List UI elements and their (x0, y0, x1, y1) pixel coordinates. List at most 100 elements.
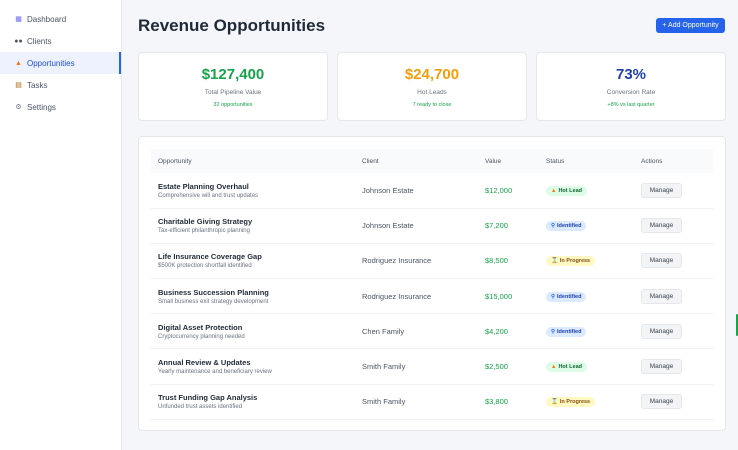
status-cell: ⌛ In Progress (539, 243, 634, 278)
clipboard-icon: ▤ (15, 81, 22, 89)
stat-sub: 7 ready to close (412, 102, 452, 108)
opportunity-cell: Life Insurance Coverage Gap $500K protec… (151, 243, 355, 278)
sidebar: ▦ Dashboard ●● Clients ▲ Opportunities ▤… (0, 0, 122, 450)
value-cell: $2,500 (485, 362, 508, 372)
status-cell: ⚲ Identified (539, 208, 634, 243)
opportunity-cell: Estate Planning Overhaul Comprehensive w… (151, 173, 355, 208)
gear-icon: ⚙ (15, 103, 22, 111)
column-header-client[interactable]: Client (362, 157, 379, 165)
manage-button[interactable]: Manage (641, 288, 682, 304)
opportunity-description: Tax-efficient philanthropic planning (158, 228, 250, 235)
column-header-opportunity[interactable]: Opportunity (158, 157, 192, 165)
column-header-actions: Actions (641, 157, 663, 165)
status-label: Hot Lead (558, 187, 582, 194)
sidebar-item-clients[interactable]: ●● Clients (0, 30, 121, 52)
sidebar-item-label: Tasks (27, 80, 48, 90)
fire-icon: ▲ (15, 59, 22, 67)
opportunity-cell: Annual Review & Updates Yearly maintenan… (151, 349, 355, 384)
opportunity-title: Charitable Giving Strategy (158, 217, 253, 227)
sidebar-item-label: Settings (27, 102, 56, 112)
stat-label: Conversion Rate (606, 89, 656, 96)
value-cell: $15,000 (485, 291, 513, 301)
actions-cell: Manage (634, 314, 713, 349)
opportunity-cell: Charitable Giving Strategy Tax-efficient… (151, 208, 355, 243)
hourglass-icon: ⌛ (551, 258, 558, 265)
opportunity-description: Unfunded trust assets identified (158, 404, 243, 411)
client-cell: Rodriguez Insurance (362, 256, 432, 266)
sidebar-item-opportunities[interactable]: ▲ Opportunities (0, 52, 121, 74)
status-cell: ▲ Hot Lead (539, 349, 634, 384)
magnifier-icon: ⚲ (551, 293, 556, 300)
table-header-row: Opportunity Client Value Status Actions (151, 149, 713, 173)
manage-button[interactable]: Manage (641, 218, 682, 234)
client-cell: Johnson Estate (362, 185, 414, 195)
status-badge: ▲ Hot Lead (546, 185, 587, 196)
sidebar-item-dashboard[interactable]: ▦ Dashboard (0, 8, 121, 30)
actions-cell: Manage (634, 349, 713, 384)
manage-button[interactable]: Manage (641, 253, 682, 269)
stat-value: 73% (615, 66, 647, 83)
stat-value: $24,700 (404, 66, 460, 83)
table-row: Estate Planning Overhaul Comprehensive w… (151, 173, 713, 209)
status-label: In Progress (559, 399, 591, 406)
manage-button[interactable]: Manage (641, 323, 682, 339)
value-cell: $3,800 (485, 397, 508, 407)
table-row: Life Insurance Coverage Gap $500K protec… (151, 243, 713, 279)
status-badge: ⌛ In Progress (546, 397, 596, 408)
actions-cell: Manage (634, 384, 713, 419)
client-cell: Smith Family (362, 362, 406, 372)
status-label: Identified (557, 223, 582, 230)
fire-icon: ▲ (551, 364, 557, 371)
add-opportunity-button[interactable]: + Add Opportunity (656, 18, 725, 33)
hourglass-icon: ⌛ (551, 399, 558, 406)
sidebar-item-label: Opportunities (27, 58, 75, 68)
manage-button[interactable]: Manage (641, 394, 682, 410)
table-row: Trust Funding Gap Analysis Unfunded trus… (151, 384, 713, 420)
actions-cell: Manage (634, 243, 713, 278)
main-content: Revenue Opportunities + Add Opportunity … (122, 0, 738, 450)
status-label: In Progress (559, 258, 591, 265)
stat-label: Total Pipeline Value (204, 89, 262, 96)
stat-label: Hot Leads (417, 89, 447, 96)
stat-card-pipeline: $127,400 Total Pipeline Value 32 opportu… (138, 52, 328, 121)
page-title: Revenue Opportunities (138, 16, 326, 35)
value-cell: $4,200 (485, 326, 508, 336)
opportunity-title: Annual Review & Updates (158, 358, 251, 368)
fire-icon: ▲ (551, 187, 557, 194)
manage-button[interactable]: Manage (641, 359, 682, 375)
status-cell: ⚲ Identified (539, 279, 634, 314)
client-cell: Smith Family (362, 397, 406, 407)
people-icon: ●● (14, 37, 23, 45)
stat-card-hot-leads: $24,700 Hot Leads 7 ready to close (337, 52, 527, 121)
sidebar-item-settings[interactable]: ⚙ Settings (0, 96, 121, 118)
opportunities-table-card: Opportunity Client Value Status Actions … (138, 136, 726, 431)
table-row: Digital Asset Protection Cryptocurrency … (151, 314, 713, 349)
column-header-value[interactable]: Value (485, 157, 502, 165)
client-cell: Chen Family (362, 326, 405, 336)
column-header-status[interactable]: Status (546, 157, 565, 165)
sidebar-item-label: Clients (27, 36, 52, 46)
table-row: Annual Review & Updates Yearly maintenan… (151, 349, 713, 385)
opportunities-table: Opportunity Client Value Status Actions … (151, 149, 713, 420)
chart-icon: ▦ (15, 15, 22, 23)
value-cell: $8,500 (485, 256, 508, 266)
status-badge: ⚲ Identified (546, 326, 587, 337)
opportunity-title: Digital Asset Protection (158, 322, 243, 332)
opportunity-description: Yearly maintenance and beneficiary revie… (158, 369, 272, 376)
opportunity-cell: Business Succession Planning Small busin… (151, 279, 355, 314)
actions-cell: Manage (634, 208, 713, 243)
manage-button[interactable]: Manage (641, 182, 682, 198)
opportunity-title: Estate Planning Overhaul (158, 181, 249, 191)
opportunity-description: Small business exit strategy development (158, 298, 269, 305)
status-label: Hot Lead (558, 364, 582, 371)
status-cell: ⚲ Identified (539, 314, 634, 349)
sidebar-item-tasks[interactable]: ▤ Tasks (0, 74, 121, 96)
scroll-edge-indicator (736, 314, 738, 336)
opportunity-description: $500K protection shortfall identified (158, 263, 252, 270)
opportunity-description: Cryptocurrency planning needed (158, 333, 245, 340)
magnifier-icon: ⚲ (551, 223, 556, 230)
status-cell: ▲ Hot Lead (539, 173, 634, 208)
stat-card-conversion: 73% Conversion Rate +8% vs last quarter (536, 52, 726, 121)
stat-value: $127,400 (201, 66, 265, 83)
magnifier-icon: ⚲ (551, 328, 556, 335)
